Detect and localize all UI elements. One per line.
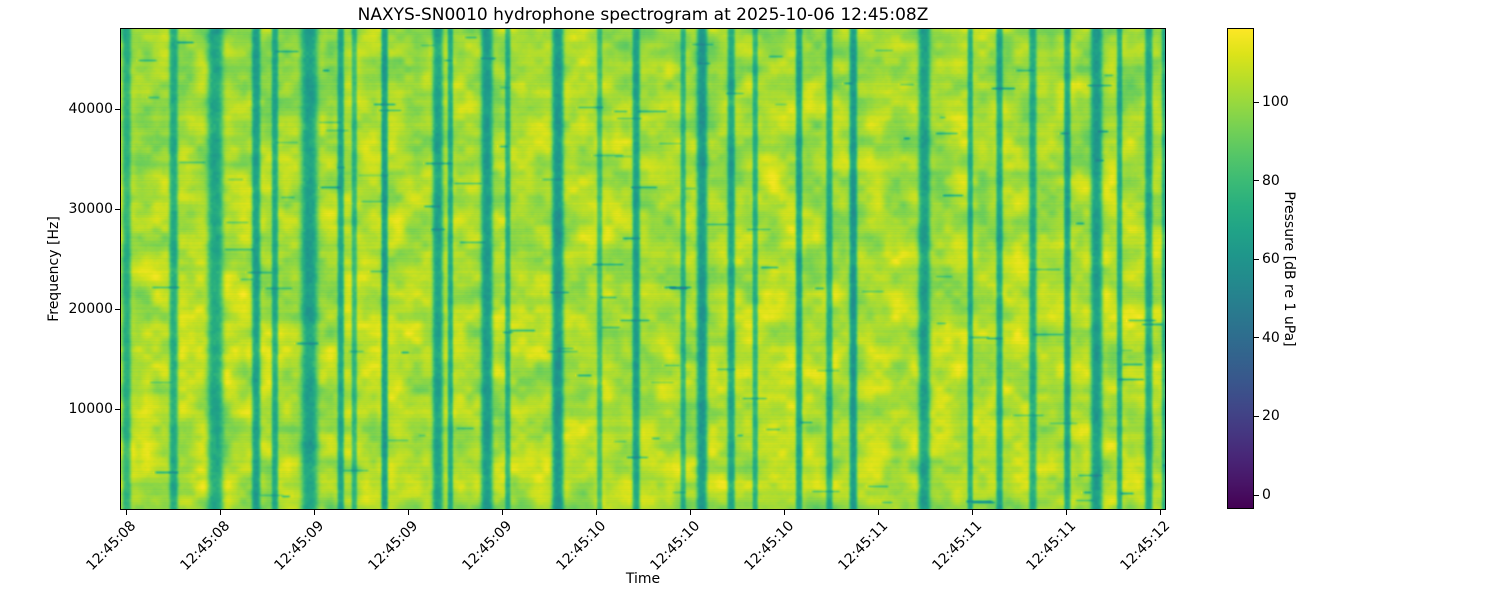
x-tick-mark [408, 510, 409, 515]
colorbar-tick-label: 0 [1262, 487, 1271, 504]
x-tick-label-text: 12:45:08 [177, 518, 234, 574]
y-axis-label: Frequency [Hz] [46, 216, 62, 322]
x-tick-mark [784, 510, 785, 515]
x-tick-mark [220, 510, 221, 515]
x-tick-label-text: 12:45:11 [835, 518, 892, 574]
x-tick-label-text: 12:45:10 [741, 518, 798, 574]
y-tick-label: 30000 [68, 201, 113, 217]
x-tick-mark [972, 510, 973, 515]
plot-area [120, 28, 1166, 510]
x-tick-label-text: 12:45:11 [929, 518, 986, 574]
x-tick-label-text: 12:45:09 [459, 518, 516, 574]
colorbar-tick-mark [1254, 101, 1259, 103]
x-tick-label-text: 12:45:10 [647, 518, 704, 574]
x-tick-mark [502, 510, 503, 515]
colorbar-label: Pressure [dB re 1 uPa] [1281, 191, 1297, 347]
y-tick-label: 20000 [68, 301, 113, 317]
colorbar-tick-label: 60 [1262, 251, 1280, 268]
colorbar-tick-mark [1254, 415, 1259, 417]
colorbar-tick-mark [1254, 337, 1259, 339]
colorbar-tick-mark [1254, 494, 1259, 496]
colorbar-tick-mark [1254, 258, 1259, 260]
colorbar-tick-label: 40 [1262, 329, 1280, 346]
y-tick-mark [115, 408, 120, 410]
x-tick-label-text: 12:45:08 [83, 518, 140, 574]
x-tick-label-text: 12:45:10 [553, 518, 610, 574]
x-tick-label-text: 12:45:09 [271, 518, 328, 574]
x-tick-label-text: 12:45:12 [1117, 518, 1174, 574]
x-tick-mark [878, 510, 879, 515]
colorbar-tick-label: 80 [1262, 172, 1280, 189]
colorbar-tick-label: 100 [1262, 94, 1289, 111]
x-tick-mark [1066, 510, 1067, 515]
colorbar-tick-label: 20 [1262, 408, 1280, 425]
x-tick-mark [1160, 510, 1161, 515]
spectrogram-image [121, 29, 1165, 509]
y-tick-mark [115, 108, 120, 110]
y-tick-label: 10000 [68, 401, 113, 417]
x-axis-label: Time [625, 571, 661, 587]
y-tick-mark [115, 308, 120, 310]
x-tick-label-text: 12:45:09 [365, 518, 422, 574]
x-tick-mark [314, 510, 315, 515]
x-tick-label-text: 12:45:11 [1023, 518, 1080, 574]
chart-title: NAXYS-SN0010 hydrophone spectrogram at 2… [357, 5, 929, 25]
y-tick-label: 40000 [68, 101, 113, 117]
colorbar [1227, 28, 1254, 509]
y-tick-mark [115, 208, 120, 210]
colorbar-tick-mark [1254, 180, 1259, 182]
x-tick-mark [690, 510, 691, 515]
x-tick-mark [596, 510, 597, 515]
x-tick-mark [126, 510, 127, 515]
